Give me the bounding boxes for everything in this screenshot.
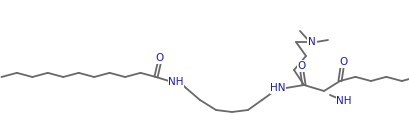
Text: O: O xyxy=(156,53,164,63)
Text: O: O xyxy=(339,57,347,67)
Text: NH: NH xyxy=(168,77,184,87)
Text: O: O xyxy=(298,61,306,71)
Text: N: N xyxy=(308,37,316,47)
Text: NH: NH xyxy=(336,96,352,106)
Text: HN: HN xyxy=(270,83,286,93)
